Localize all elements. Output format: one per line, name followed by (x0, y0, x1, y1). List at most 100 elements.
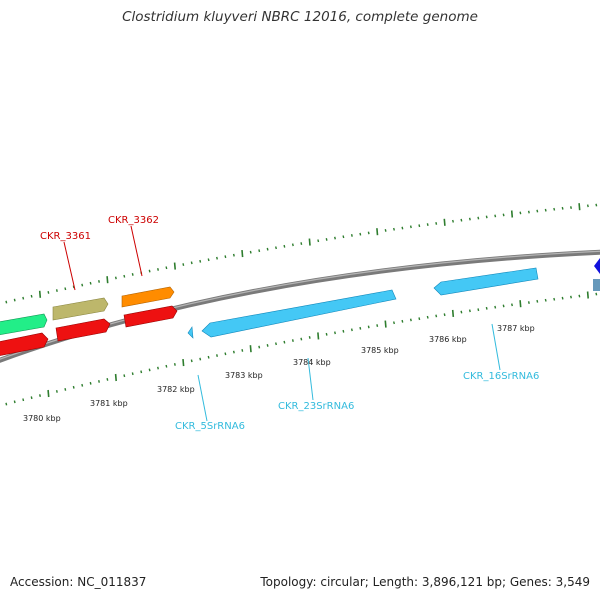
minor-tick (350, 328, 353, 332)
minor-tick (199, 357, 202, 361)
minor-tick (334, 331, 336, 335)
minor-tick (64, 388, 67, 391)
minor-tick (106, 378, 109, 381)
minor-tick (578, 294, 581, 298)
major-tick (249, 345, 252, 353)
minor-tick (55, 289, 58, 292)
minor-tick (258, 345, 261, 349)
scale-label: 3780 kbp (23, 414, 61, 423)
minor-tick (291, 339, 294, 342)
gene-label-ckr5s[interactable]: CKR_5SrRNA6 (175, 421, 245, 432)
minor-tick (527, 301, 530, 304)
inner-tick-ring (5, 291, 598, 406)
minor-tick (249, 250, 252, 254)
minor-tick (207, 258, 210, 262)
leader-ckr3362 (130, 225, 143, 277)
minor-tick (182, 263, 185, 266)
scale-label: 3787 kbp (497, 324, 535, 333)
minor-tick (47, 291, 50, 294)
rrna-23s-feature[interactable] (201, 289, 397, 338)
major-tick (38, 290, 42, 298)
cds-steelblue-feature[interactable] (593, 279, 600, 291)
minor-tick (570, 206, 572, 209)
scale-label: 3781 kbp (90, 399, 128, 408)
cds-red-feature-1[interactable] (0, 332, 49, 356)
minor-tick (39, 394, 41, 397)
gene-label-ckr23s[interactable]: CKR_23SrRNA6 (278, 401, 354, 412)
minor-tick (165, 364, 168, 368)
minor-tick (342, 235, 345, 239)
minor-tick (511, 303, 513, 307)
major-tick (586, 291, 589, 299)
cds-red-feature-2[interactable] (55, 318, 111, 342)
rrna-5s-feature[interactable] (187, 326, 194, 339)
leader-ckr5s (197, 374, 208, 422)
minor-tick (334, 236, 336, 240)
minor-tick (131, 372, 134, 376)
minor-tick (13, 400, 16, 404)
minor-tick (426, 223, 429, 226)
minor-tick (536, 299, 539, 303)
minor-tick (199, 259, 202, 263)
minor-tick (300, 337, 303, 341)
minor-tick (502, 304, 505, 308)
major-tick (451, 309, 455, 317)
minor-tick (435, 222, 438, 225)
major-tick (173, 262, 176, 270)
minor-tick (350, 234, 353, 237)
major-tick (443, 218, 446, 226)
minor-tick (452, 219, 454, 223)
major-tick (578, 203, 581, 211)
minor-tick (98, 380, 100, 383)
accession-text: Accession: NC_011837 (10, 575, 147, 589)
minor-tick (216, 354, 218, 357)
major-tick (241, 250, 244, 258)
outer-tick-ring (5, 203, 598, 304)
minor-tick (224, 255, 227, 259)
scale-label: 3785 kbp (361, 346, 399, 355)
minor-tick (536, 209, 539, 213)
minor-tick (98, 280, 100, 283)
cds-blue-feature[interactable] (594, 258, 600, 274)
cds-red-feature-3[interactable] (123, 305, 178, 328)
scale-label: 3783 kbp (225, 371, 263, 380)
minor-tick (173, 363, 176, 366)
cds-green-feature[interactable] (0, 313, 48, 335)
minor-tick (570, 295, 572, 299)
genome-stats-text: Topology: circular; Length: 3,896,121 bp… (260, 575, 590, 589)
minor-tick (5, 402, 8, 406)
minor-tick (72, 285, 75, 289)
minor-tick (89, 381, 92, 385)
minor-tick (5, 300, 8, 304)
rrna-16s-feature[interactable] (433, 267, 539, 296)
minor-tick (207, 355, 210, 359)
minor-tick (477, 308, 480, 312)
gene-label-ckr16s[interactable]: CKR_16SrRNA6 (463, 371, 539, 382)
minor-tick (157, 268, 159, 271)
major-tick (308, 238, 311, 246)
minor-tick (190, 359, 193, 363)
minor-tick (81, 383, 84, 387)
minor-tick (426, 315, 429, 319)
minor-tick (435, 314, 438, 318)
minor-tick (561, 296, 564, 300)
minor-tick (468, 309, 471, 313)
minor-tick (418, 224, 421, 228)
minor-tick (30, 294, 33, 298)
minor-tick (114, 276, 117, 280)
cds-khaki-feature[interactable] (52, 297, 109, 321)
minor-tick (64, 287, 67, 291)
minor-tick (148, 368, 151, 372)
map-title: Clostridium kluyveri NBRC 12016, complet… (122, 9, 478, 25)
minor-tick (81, 283, 84, 287)
gene-label-ckr3361[interactable]: CKR_3361 (40, 231, 91, 242)
major-tick (519, 300, 522, 308)
minor-tick (401, 319, 404, 323)
cds-orange-feature[interactable] (121, 286, 175, 308)
gene-label-ckr3362[interactable]: CKR_3362 (108, 215, 159, 226)
scale-label: 3784 kbp (293, 358, 331, 367)
minor-tick (384, 229, 387, 232)
minor-tick (544, 298, 547, 302)
minor-tick (148, 269, 151, 273)
